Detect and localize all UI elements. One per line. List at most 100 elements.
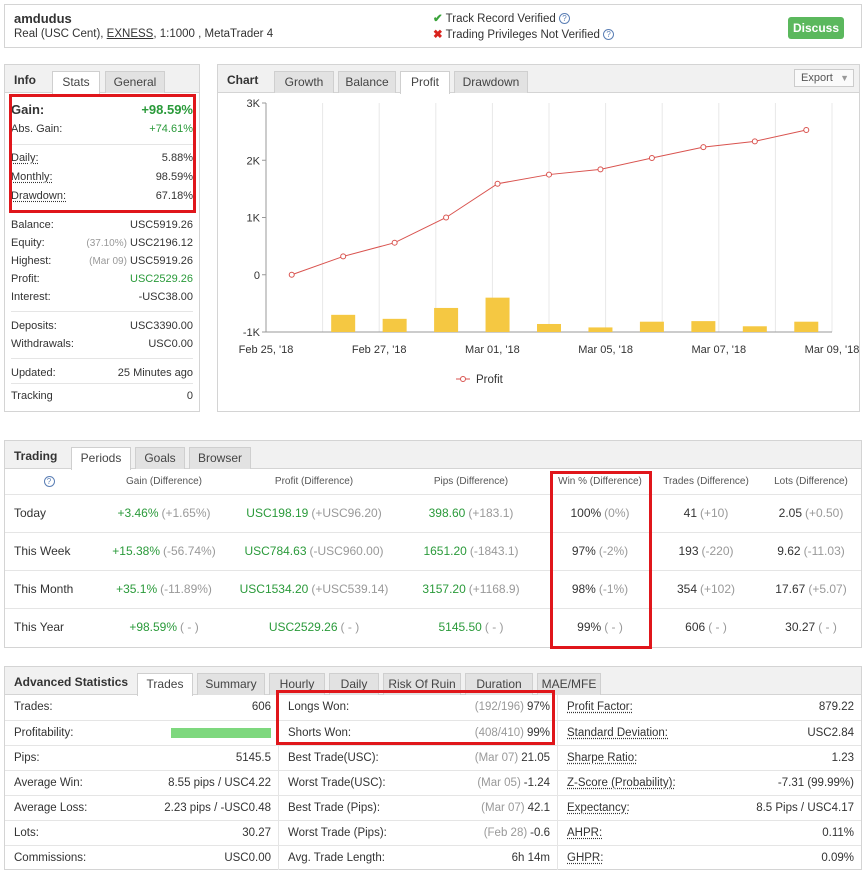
tab-trades[interactable]: Trades: [137, 673, 193, 696]
table-cell: 99%( - ): [549, 607, 651, 646]
tab-daily[interactable]: Daily: [329, 673, 379, 695]
stat-label: Worst Trade(USC):: [288, 777, 386, 789]
stat-label: Average Loss:: [14, 802, 88, 814]
table-cell: USC784.63 (-USC960.00): [235, 531, 393, 570]
tab-goals[interactable]: Goals: [135, 447, 185, 469]
x-tick-label: Mar 01, '18: [465, 344, 520, 356]
tab-balance[interactable]: Balance: [338, 71, 396, 93]
cell-value: USC1534.20: [239, 582, 309, 596]
stat-value: 6h 14m: [511, 852, 550, 864]
chart-header: Chart Growth Balance Profit Drawdown Exp…: [218, 65, 859, 94]
updated-row: Updated: 25 Minutes ago: [5, 364, 199, 382]
x-tick-label: Mar 07, '18: [691, 344, 746, 356]
table-cell: This Month: [5, 569, 93, 608]
stat-label[interactable]: GHPR:: [567, 852, 604, 864]
tab-drawdown[interactable]: Drawdown: [454, 71, 528, 93]
help-icon[interactable]: ?: [43, 476, 55, 488]
gain-value: +98.59%: [141, 102, 193, 117]
cell-value: 100%: [570, 506, 602, 520]
stat-value: 8.5 Pips / USC4.17: [756, 802, 854, 814]
stat-label: Lots:: [14, 827, 39, 839]
tab-mae-mfe[interactable]: MAE/MFE: [537, 673, 601, 695]
tracking-label: Tracking: [11, 390, 53, 402]
tab-summary[interactable]: Summary: [197, 673, 265, 695]
highest-row: Highest: (Mar 09) USC5919.26: [5, 252, 199, 270]
bar: [639, 321, 664, 332]
table-row: This Week +15.38% (-56.74%) USC784.63 (-USC9…: [5, 531, 861, 570]
profit-row: Profit: USC2529.26: [5, 270, 199, 288]
discuss-button[interactable]: Discuss: [788, 17, 844, 39]
table-cell: 5145.50( - ): [393, 607, 549, 646]
column-divider: [557, 695, 558, 870]
profit-point: [288, 271, 295, 278]
stat-row: Commissions: USC0.00: [5, 845, 278, 870]
tab-periods[interactable]: Periods: [71, 447, 131, 470]
cell-value: This Year: [14, 620, 65, 635]
stat-label[interactable]: Expectancy:: [567, 802, 630, 814]
table-header: Profit (Difference): [274, 476, 354, 488]
tab-profit[interactable]: Profit: [400, 71, 450, 94]
stat-value: 99%: [526, 727, 550, 739]
abs-gain-label: Abs. Gain:: [11, 123, 63, 135]
abs-gain-value: +74.61%: [149, 123, 193, 135]
table-row: This Month +35.1% (-11.89%) USC1534.20 (+USC…: [5, 569, 861, 608]
stat-label[interactable]: AHPR:: [567, 827, 603, 839]
y-tick-label: 1K: [247, 213, 261, 225]
broker-link[interactable]: EXNESS: [106, 28, 154, 40]
daily-label[interactable]: Daily:: [11, 152, 39, 164]
cell-difference: (+1.65%): [161, 506, 211, 520]
profit-point: [443, 214, 450, 221]
tab-general[interactable]: General: [105, 71, 165, 93]
account-suffix: , 1:1000 , MetaTrader 4: [153, 28, 274, 40]
monthly-row: Monthly: 98.59%: [5, 168, 199, 186]
trading-privileges-status: ✖ Trading Privileges Not Verified ?: [433, 27, 615, 41]
stat-row: Standard Deviation: USC2.84: [558, 720, 861, 745]
cell-value: 98%: [571, 582, 596, 596]
tab-growth[interactable]: Growth: [274, 71, 334, 93]
profit-point: [648, 154, 655, 161]
table-cell: 606( - ): [651, 607, 761, 646]
legend-marker: [460, 376, 466, 382]
bar: [742, 326, 767, 332]
stat-label[interactable]: Sharpe Ratio:: [567, 752, 638, 764]
drawdown-label[interactable]: Drawdown:: [11, 190, 67, 202]
tab-hourly[interactable]: Hourly: [269, 673, 325, 695]
stat-row: Lots: 30.27: [5, 820, 278, 845]
tab-browser[interactable]: Browser: [189, 447, 251, 469]
cell-value: This Week: [14, 544, 71, 558]
profit-point: [494, 180, 501, 187]
profit-point: [340, 253, 347, 260]
tab-stats[interactable]: Stats: [52, 71, 100, 94]
x-tick-label: Mar 09, '18: [805, 344, 859, 356]
cell-difference: (-1%): [598, 582, 629, 596]
info-title: Info: [14, 73, 36, 87]
stat-label[interactable]: Profit Factor:: [567, 701, 633, 713]
interest-row: Interest: -USC38.00: [5, 288, 199, 306]
stat-row: Profit Factor: 879.22: [558, 695, 861, 720]
tab-duration[interactable]: Duration: [465, 673, 533, 695]
help-icon[interactable]: ?: [559, 13, 570, 25]
cell-value: 97%: [571, 544, 596, 558]
highest-note: (Mar 09): [89, 256, 127, 267]
y-tick-label: 0: [254, 270, 260, 282]
stat-label[interactable]: Z-Score (Probability):: [567, 777, 676, 789]
stat-label: Best Trade(USC):: [288, 752, 379, 764]
trading-header-row: ? Gain (Difference) Profit (Difference) …: [5, 470, 861, 494]
export-button[interactable]: Export ▼: [794, 69, 854, 87]
profit-label: Profit:: [11, 273, 40, 285]
tab-risk-of-ruin[interactable]: Risk Of Ruin: [383, 673, 461, 695]
cell-difference: (+5.07): [808, 582, 847, 596]
x-tick-label: Feb 27, '18: [352, 344, 407, 356]
monthly-label[interactable]: Monthly:: [11, 171, 53, 183]
updated-value: 25 Minutes ago: [117, 367, 193, 379]
table-cell: +15.38% (-56.74%): [93, 531, 235, 570]
stat-value: 0.11%: [822, 827, 854, 839]
cell-value: USC2529.26: [268, 620, 338, 635]
cell-value: +35.1%: [116, 582, 158, 596]
equity-label: Equity:: [11, 237, 45, 249]
stat-label[interactable]: Standard Deviation:: [567, 727, 669, 739]
stat-row: Best Trade(USC): (Mar 07) 21.05: [279, 745, 557, 770]
stat-label: Pips:: [14, 752, 40, 764]
cell-difference: (+USC539.14): [311, 582, 389, 596]
help-icon[interactable]: ?: [603, 29, 615, 41]
